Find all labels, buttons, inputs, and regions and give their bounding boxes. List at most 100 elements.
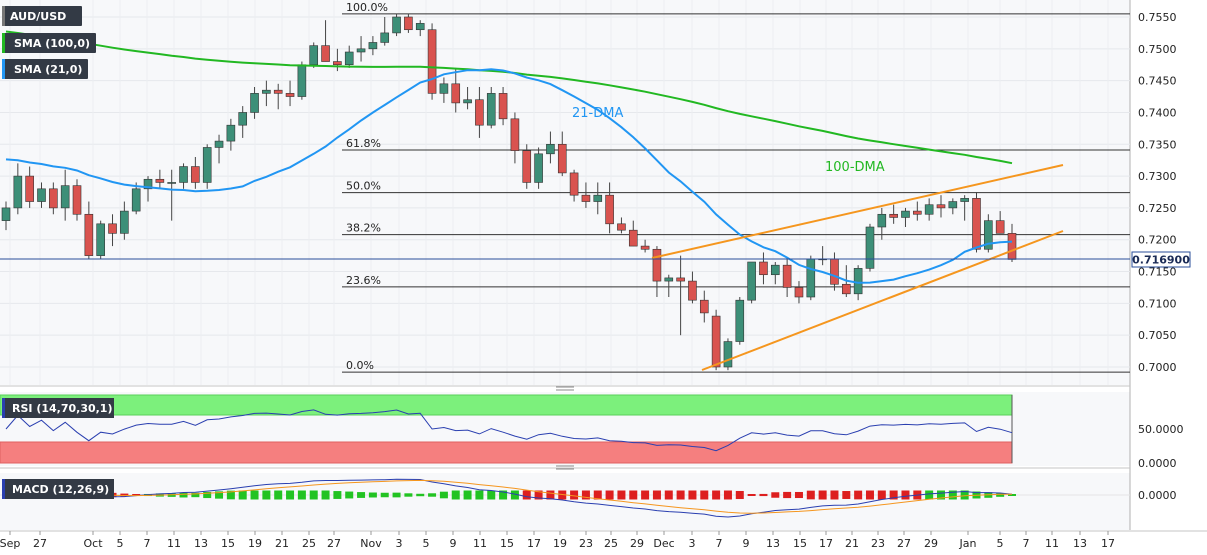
candle-body	[262, 89, 271, 94]
candles	[1, 13, 1017, 371]
time-tick-label: 23	[871, 537, 885, 550]
candle-body	[546, 143, 555, 155]
symbol-label: AUD/USD	[10, 10, 66, 23]
time-tick-label: 25	[604, 537, 618, 550]
time-tick-label: 15	[221, 537, 235, 550]
macd-histogram-bar	[771, 492, 780, 498]
time-tick-label: 9	[450, 537, 457, 550]
time-tick-label: 7	[1023, 537, 1030, 550]
macd-histogram-bar	[309, 490, 318, 500]
dma21-annotation: 21-DMA	[572, 106, 623, 121]
macd-histogram-bar	[203, 491, 212, 499]
candle-body	[569, 172, 579, 196]
legend-symbol[interactable]: AUD/USD	[2, 6, 82, 26]
price-axis[interactable]: 0.7550 0.7500 0.7450 0.7400 0.7350 0.7300 0.72…	[1138, 11, 1177, 374]
candle-body	[759, 261, 768, 276]
macd-histogram-bar	[404, 493, 413, 497]
candle-body	[273, 89, 283, 94]
panel-resize-handle[interactable]	[556, 465, 574, 470]
candle-body	[510, 118, 520, 151]
time-axis[interactable]: Sep 27 Oct 5 7 11 13 15 19 21 25 27 Nov 3 5 9 11 15 17 19 23…	[0, 531, 1115, 550]
candle-body	[782, 264, 792, 288]
macd-histogram-bar	[392, 492, 401, 498]
macd-histogram-bar	[629, 490, 638, 500]
macd-histogram-bar	[712, 490, 721, 500]
time-tick-label: 17	[527, 537, 541, 550]
candle-body	[179, 166, 188, 183]
candle-body	[913, 210, 922, 215]
rsi-overbought-zone	[0, 394, 1013, 416]
macd-histogram-bar	[605, 490, 614, 500]
macd-histogram-bar	[368, 492, 377, 498]
macd-histogram-bar	[546, 490, 555, 500]
candle-body	[333, 61, 342, 66]
price-tick-label: 0.7100	[1138, 297, 1177, 310]
price-tick-label: 0.7250	[1138, 202, 1177, 215]
macd-histogram-bar	[818, 490, 827, 500]
dma100-annotation: 100-DMA	[825, 160, 885, 175]
candle-body	[120, 210, 129, 234]
macd-histogram-bar	[936, 490, 945, 500]
macd-histogram	[2, 490, 1016, 500]
macd-histogram-bar	[510, 490, 519, 500]
rsi-legend[interactable]: RSI (14,70,30,1)	[2, 398, 114, 418]
time-tick-label: 29	[924, 537, 938, 550]
legend-sma21[interactable]: SMA (21,0)	[2, 59, 88, 79]
candle-body	[84, 213, 94, 256]
macd-histogram-bar	[794, 491, 803, 499]
candle-body	[640, 245, 650, 250]
macd-histogram-bar	[581, 490, 590, 500]
candle-body	[936, 204, 946, 209]
macd-histogram-bar	[901, 490, 910, 500]
candle-body	[747, 261, 756, 301]
legend-sma100[interactable]: SMA (100,0)	[2, 33, 96, 53]
macd-histogram-bar	[345, 491, 354, 499]
price-tick-label: 0.7550	[1138, 11, 1177, 24]
macd-histogram-bar	[593, 490, 602, 500]
panel-resize-handle[interactable]	[556, 386, 574, 391]
macd-histogram-bar	[842, 491, 851, 499]
candle-body	[652, 248, 662, 282]
macd-histogram-bar	[558, 490, 567, 500]
time-tick-label: 21	[275, 537, 289, 550]
candle-body	[794, 287, 804, 298]
candle-body	[522, 150, 532, 183]
candle-body	[581, 194, 591, 202]
time-tick-label: 7	[144, 537, 151, 550]
candle-body	[711, 315, 721, 368]
time-tick-label: 3	[689, 537, 696, 550]
time-tick-label: 19	[248, 537, 262, 550]
time-tick-label: 21	[845, 537, 859, 550]
time-tick-label: 17	[819, 537, 833, 550]
candle-body	[735, 299, 745, 342]
time-tick-label: 13	[766, 537, 780, 550]
candle-body	[806, 258, 816, 298]
fib-level-label: 100.0%	[346, 1, 388, 14]
macd-histogram-bar	[226, 490, 235, 500]
rsi-label: RSI (14,70,30,1)	[12, 402, 112, 415]
macd-histogram-bar	[570, 490, 579, 500]
macd-histogram-bar	[641, 490, 650, 500]
candle-body	[628, 229, 638, 247]
candle-body	[995, 220, 1005, 234]
time-tick-label: 11	[1045, 537, 1059, 550]
candle-body	[143, 178, 153, 190]
macd-histogram-bar	[179, 492, 188, 498]
macd-panel: MACD (12,26,9) 0.0000	[0, 478, 1177, 518]
macd-histogram-bar	[865, 490, 874, 500]
fib-level-label: 0.0%	[346, 359, 374, 372]
candle-body	[37, 188, 46, 202]
macd-histogram-bar	[357, 492, 366, 498]
rising-wedge	[651, 164, 1064, 371]
last-price-value: 0.716900	[1132, 254, 1190, 267]
time-tick-label: 27	[33, 537, 47, 550]
candle-body	[960, 198, 969, 202]
macd-histogram-bar	[723, 490, 732, 500]
macd-legend[interactable]: MACD (12,26,9)	[2, 479, 114, 499]
macd-histogram-bar	[499, 490, 508, 500]
price-tick-label: 0.7450	[1138, 75, 1177, 88]
candle-body	[72, 185, 82, 215]
candle-body	[889, 213, 898, 218]
candle-body	[131, 188, 141, 212]
macd-histogram-bar	[652, 490, 661, 500]
